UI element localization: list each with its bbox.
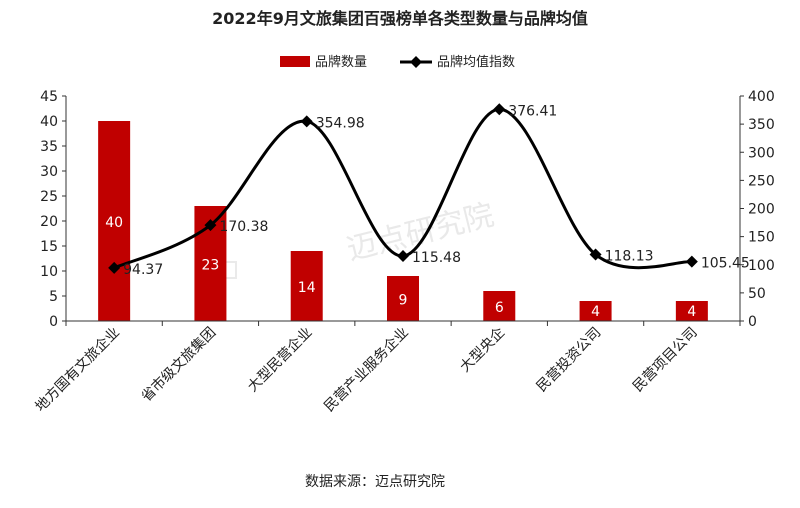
- line-value-label: 118.13: [605, 249, 654, 265]
- line-marker: [300, 115, 313, 128]
- x-category-label: 地方国有文旅企业: [32, 324, 123, 415]
- line-marker: [493, 103, 506, 116]
- right-tick-label: 300: [748, 145, 775, 161]
- bar-value-label: 4: [687, 304, 696, 320]
- bar: [290, 251, 323, 321]
- bar: [579, 301, 612, 321]
- line-marker: [685, 255, 698, 268]
- bar-value-label: 4: [591, 304, 600, 320]
- legend-diamond-marker: [410, 56, 422, 68]
- x-category-label: 民营项目公司: [630, 325, 701, 396]
- left-tick-label: 40: [40, 114, 58, 130]
- left-tick-label: 5: [49, 289, 58, 305]
- legend-bar-swatch: [280, 56, 310, 67]
- line-value-label: 376.41: [508, 103, 557, 119]
- right-tick-label: 150: [748, 230, 775, 246]
- left-tick-label: 45: [40, 89, 58, 105]
- x-category-label: 民营投资公司: [534, 325, 605, 396]
- right-tick-label: 100: [748, 258, 775, 274]
- x-category-label: 省市级文旅集团: [138, 324, 219, 405]
- right-tick-label: 250: [748, 173, 775, 189]
- x-category-label: 大型民营企业: [244, 324, 315, 395]
- right-tick-label: 200: [748, 202, 775, 218]
- legend-bar-label: 品牌数量: [315, 54, 367, 70]
- bar: [675, 301, 708, 321]
- bar-value-label: 23: [202, 258, 220, 274]
- right-tick-label: 0: [748, 314, 757, 330]
- legend-line-label: 品牌均值指数: [437, 54, 515, 70]
- bar: [387, 276, 419, 321]
- line-marker: [589, 248, 602, 261]
- bar-value-label: 14: [298, 280, 316, 296]
- line-marker: [108, 261, 121, 274]
- bar-value-label: 40: [105, 215, 123, 231]
- left-tick-label: 25: [40, 189, 58, 205]
- right-tick-label: 400: [748, 89, 775, 105]
- line-value-label: 354.98: [316, 115, 365, 131]
- line-value-label: 105.45: [701, 256, 750, 272]
- line-marker: [397, 250, 409, 263]
- left-tick-label: 15: [40, 239, 58, 255]
- bar: [98, 121, 131, 321]
- bar-value-label: 9: [399, 293, 408, 309]
- left-tick-label: 10: [40, 264, 58, 280]
- right-tick-label: 50: [748, 286, 766, 302]
- line-value-label: 115.48: [412, 250, 461, 266]
- left-tick-label: 30: [40, 164, 58, 180]
- x-category-label: 民营产业服务企业: [321, 324, 412, 415]
- line-value-label: 170.38: [219, 219, 268, 235]
- legend: 品牌数量 品牌均值指数: [280, 54, 515, 70]
- chart-title: 2022年9月文旅集团百强榜单各类型数量与品牌均值: [212, 9, 588, 28]
- right-tick-label: 350: [748, 117, 775, 133]
- left-tick-label: 35: [40, 139, 58, 155]
- bar-value-label: 6: [495, 300, 504, 316]
- left-tick-label: 0: [49, 314, 58, 330]
- line-marker: [204, 219, 217, 232]
- left-tick-label: 20: [40, 214, 58, 230]
- x-category-label: 大型央企: [456, 324, 508, 376]
- line-value-label: 94.37: [123, 262, 163, 278]
- bar: [483, 291, 516, 321]
- source-note: 数据来源：迈点研究院: [305, 474, 445, 490]
